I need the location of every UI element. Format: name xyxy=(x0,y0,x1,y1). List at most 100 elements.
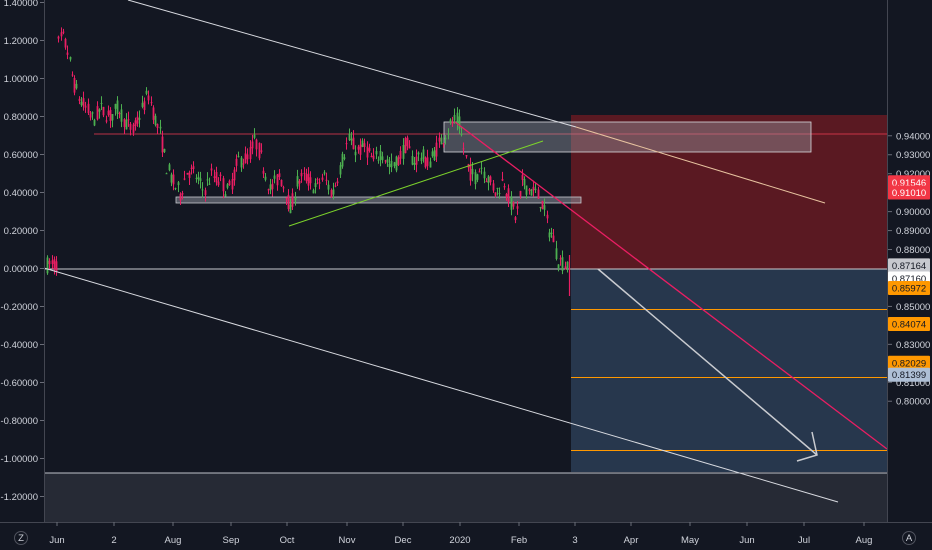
candle-body-90 xyxy=(246,154,249,160)
candle-body-180 xyxy=(449,119,452,123)
candle-body-160 xyxy=(404,138,407,154)
candle-body-97 xyxy=(262,170,265,174)
time-tick-label: May xyxy=(681,535,699,546)
candle-body-136 xyxy=(350,138,353,141)
candle-body-99 xyxy=(267,189,270,191)
right-tick-label: 0.88000 xyxy=(896,245,930,256)
candle-body-223 xyxy=(546,214,549,219)
candle-body-72 xyxy=(206,179,209,181)
candle-body-212 xyxy=(521,174,524,180)
candle-body-157 xyxy=(397,157,400,165)
candle-body-135 xyxy=(348,133,351,141)
candle-body-215 xyxy=(528,189,531,191)
candle-body-210 xyxy=(516,206,519,209)
candle-body-1 xyxy=(46,257,49,274)
candle-body-58 xyxy=(174,188,177,190)
candle-body-153 xyxy=(388,163,391,168)
candle-body-9 xyxy=(64,38,67,48)
candle-body-89 xyxy=(244,153,247,164)
candle-body-140 xyxy=(359,144,362,155)
time-tick-label: 3 xyxy=(572,535,577,546)
candle-body-67 xyxy=(195,177,198,179)
support-box xyxy=(175,196,582,204)
candle-body-221 xyxy=(541,200,544,210)
lower-channel-line xyxy=(43,267,839,503)
candle-body-53 xyxy=(163,148,166,152)
candle-body-195 xyxy=(483,171,486,179)
candle-body-28 xyxy=(107,110,110,115)
down-trendline xyxy=(454,121,888,450)
candle-body-80 xyxy=(224,194,227,197)
candle-body-29 xyxy=(109,109,112,122)
candle-body-15 xyxy=(78,98,81,101)
auto-scale-badge[interactable] xyxy=(902,531,916,545)
price-tag xyxy=(888,258,930,273)
candle-body-164 xyxy=(413,162,416,165)
candle-body-39 xyxy=(132,124,135,133)
candle-body-141 xyxy=(361,140,364,147)
candle-body-55 xyxy=(168,164,171,171)
candle-body-79 xyxy=(222,178,225,192)
candle-body-154 xyxy=(390,160,393,168)
candle-body-41 xyxy=(136,116,139,124)
candle-body-92 xyxy=(251,141,254,149)
candle-body-18 xyxy=(84,105,87,108)
candle-body-224 xyxy=(548,232,551,238)
candle-body-165 xyxy=(415,156,418,165)
candle-body-147 xyxy=(375,151,378,155)
candle-body-151 xyxy=(384,160,387,162)
candle-body-211 xyxy=(519,190,522,197)
candle-body-46 xyxy=(147,95,150,101)
price-tag xyxy=(888,280,930,295)
candle-body-189 xyxy=(469,164,472,181)
left-tick-label: 0.60000 xyxy=(4,150,38,161)
candle-body-104 xyxy=(278,173,281,177)
candle-body-201 xyxy=(496,187,499,189)
candle-body-225 xyxy=(550,232,553,235)
candle-body-32 xyxy=(116,100,119,114)
candle-body-130 xyxy=(336,181,339,184)
candles-layer xyxy=(46,27,571,296)
candle-body-62 xyxy=(183,178,186,180)
candle-body-114 xyxy=(300,172,303,177)
candle-body-11 xyxy=(69,56,72,60)
candle-body-22 xyxy=(93,119,96,126)
time-tick-label: Nov xyxy=(339,535,356,546)
candle-body-169 xyxy=(424,157,427,168)
candle-body-187 xyxy=(465,155,468,157)
left-tick-label: 0.80000 xyxy=(4,112,38,123)
candle-body-38 xyxy=(129,123,132,130)
candle-body-175 xyxy=(438,137,441,142)
left-tick-label: 1.20000 xyxy=(4,36,38,47)
candle-body-56 xyxy=(170,174,173,183)
candle-body-121 xyxy=(316,179,319,181)
price-tag xyxy=(888,355,930,370)
left-tick-label: 0.40000 xyxy=(4,188,38,199)
candle-body-173 xyxy=(433,150,436,161)
candle-body-229 xyxy=(559,258,562,260)
candle-body-192 xyxy=(476,174,479,180)
candle-body-230 xyxy=(561,257,564,271)
timezone-badge[interactable] xyxy=(14,531,28,545)
candle-body-25 xyxy=(100,102,103,104)
candle-body-186 xyxy=(462,148,465,150)
candle-body-138 xyxy=(354,151,357,156)
left-tick-label: -0.80000 xyxy=(0,416,38,427)
candle-body-65 xyxy=(190,167,193,169)
candle-body-206 xyxy=(507,188,510,203)
upper-channel-line-ext xyxy=(575,126,826,204)
price-tag-label: 0.87164 xyxy=(892,261,926,272)
candle-body-19 xyxy=(87,103,90,114)
candle-body-176 xyxy=(440,137,443,145)
candle-body-12 xyxy=(71,74,74,76)
right-tick-label: 0.93000 xyxy=(896,150,930,161)
candle-body-166 xyxy=(417,152,420,155)
candle-body-196 xyxy=(485,181,488,183)
candle-body-190 xyxy=(471,168,474,175)
candle-body-74 xyxy=(210,168,213,171)
candle-body-78 xyxy=(219,174,222,176)
candle-body-50 xyxy=(156,124,159,129)
candle-body-191 xyxy=(474,172,477,185)
